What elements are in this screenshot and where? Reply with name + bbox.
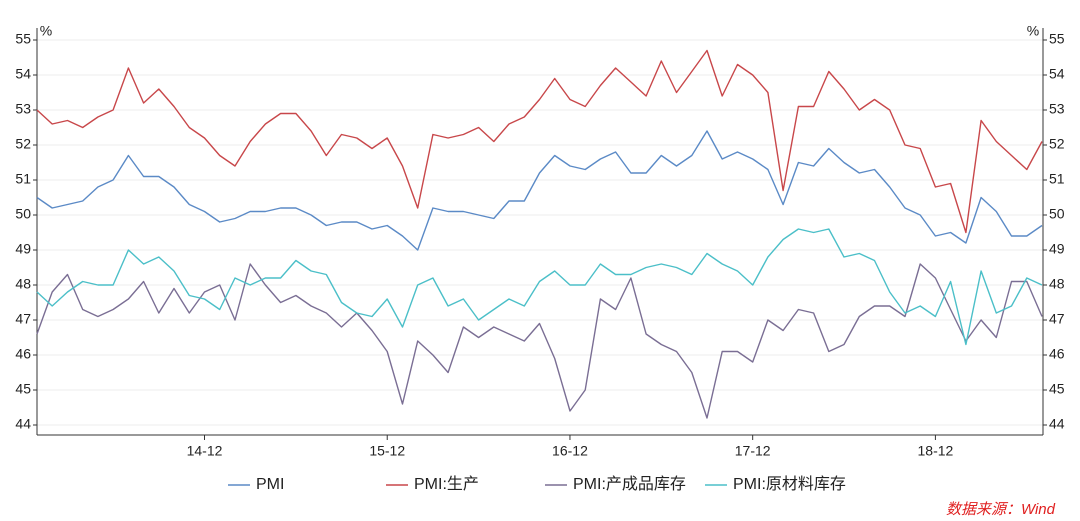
y-tick-label: 50 [15,206,31,222]
legend-label: PMI:原材料库存 [733,475,846,493]
y-tick-label: 53 [15,101,31,117]
y-tick-label: 51 [15,171,31,187]
x-tick-label: 14-12 [187,443,223,459]
y2-tick-label: 44 [1049,416,1065,432]
y-tick-label: 47 [15,311,31,327]
x-tick-label: 16-12 [552,443,588,459]
series-line [36,228,1043,346]
series-line [36,263,1043,419]
y-tick-label: 54 [15,66,31,82]
y2-axis-unit: % [1027,23,1039,39]
legend-label: PMI:生产 [414,475,479,493]
y-tick-label: 46 [15,346,31,362]
y-tick-label: 55 [15,31,31,47]
y2-tick-label: 54 [1049,66,1065,82]
y2-tick-label: 48 [1049,276,1065,292]
y2-tick-label: 46 [1049,346,1065,362]
y-tick-label: 44 [15,416,31,432]
x-tick-label: 17-12 [735,443,771,459]
x-tick-label: 18-12 [918,443,954,459]
y-axis-unit: % [40,23,52,39]
x-tick-label: 15-12 [369,443,405,459]
y2-tick-label: 49 [1049,241,1065,257]
y-tick-label: 49 [15,241,31,257]
legend-label: PMI [256,476,284,493]
y-tick-label: 52 [15,136,31,152]
y2-tick-label: 55 [1049,31,1065,47]
y-tick-label: 48 [15,276,31,292]
y2-tick-label: 50 [1049,206,1065,222]
y2-tick-label: 52 [1049,136,1065,152]
series-line [36,130,1043,251]
source-note: 数据来源：Wind [946,501,1056,518]
y2-tick-label: 51 [1049,171,1065,187]
y2-tick-label: 53 [1049,101,1065,117]
y-tick-label: 45 [15,381,31,397]
y2-tick-label: 47 [1049,311,1065,327]
series-line [36,49,1043,234]
legend-label: PMI:产成品库存 [573,475,686,493]
y2-tick-label: 45 [1049,381,1065,397]
